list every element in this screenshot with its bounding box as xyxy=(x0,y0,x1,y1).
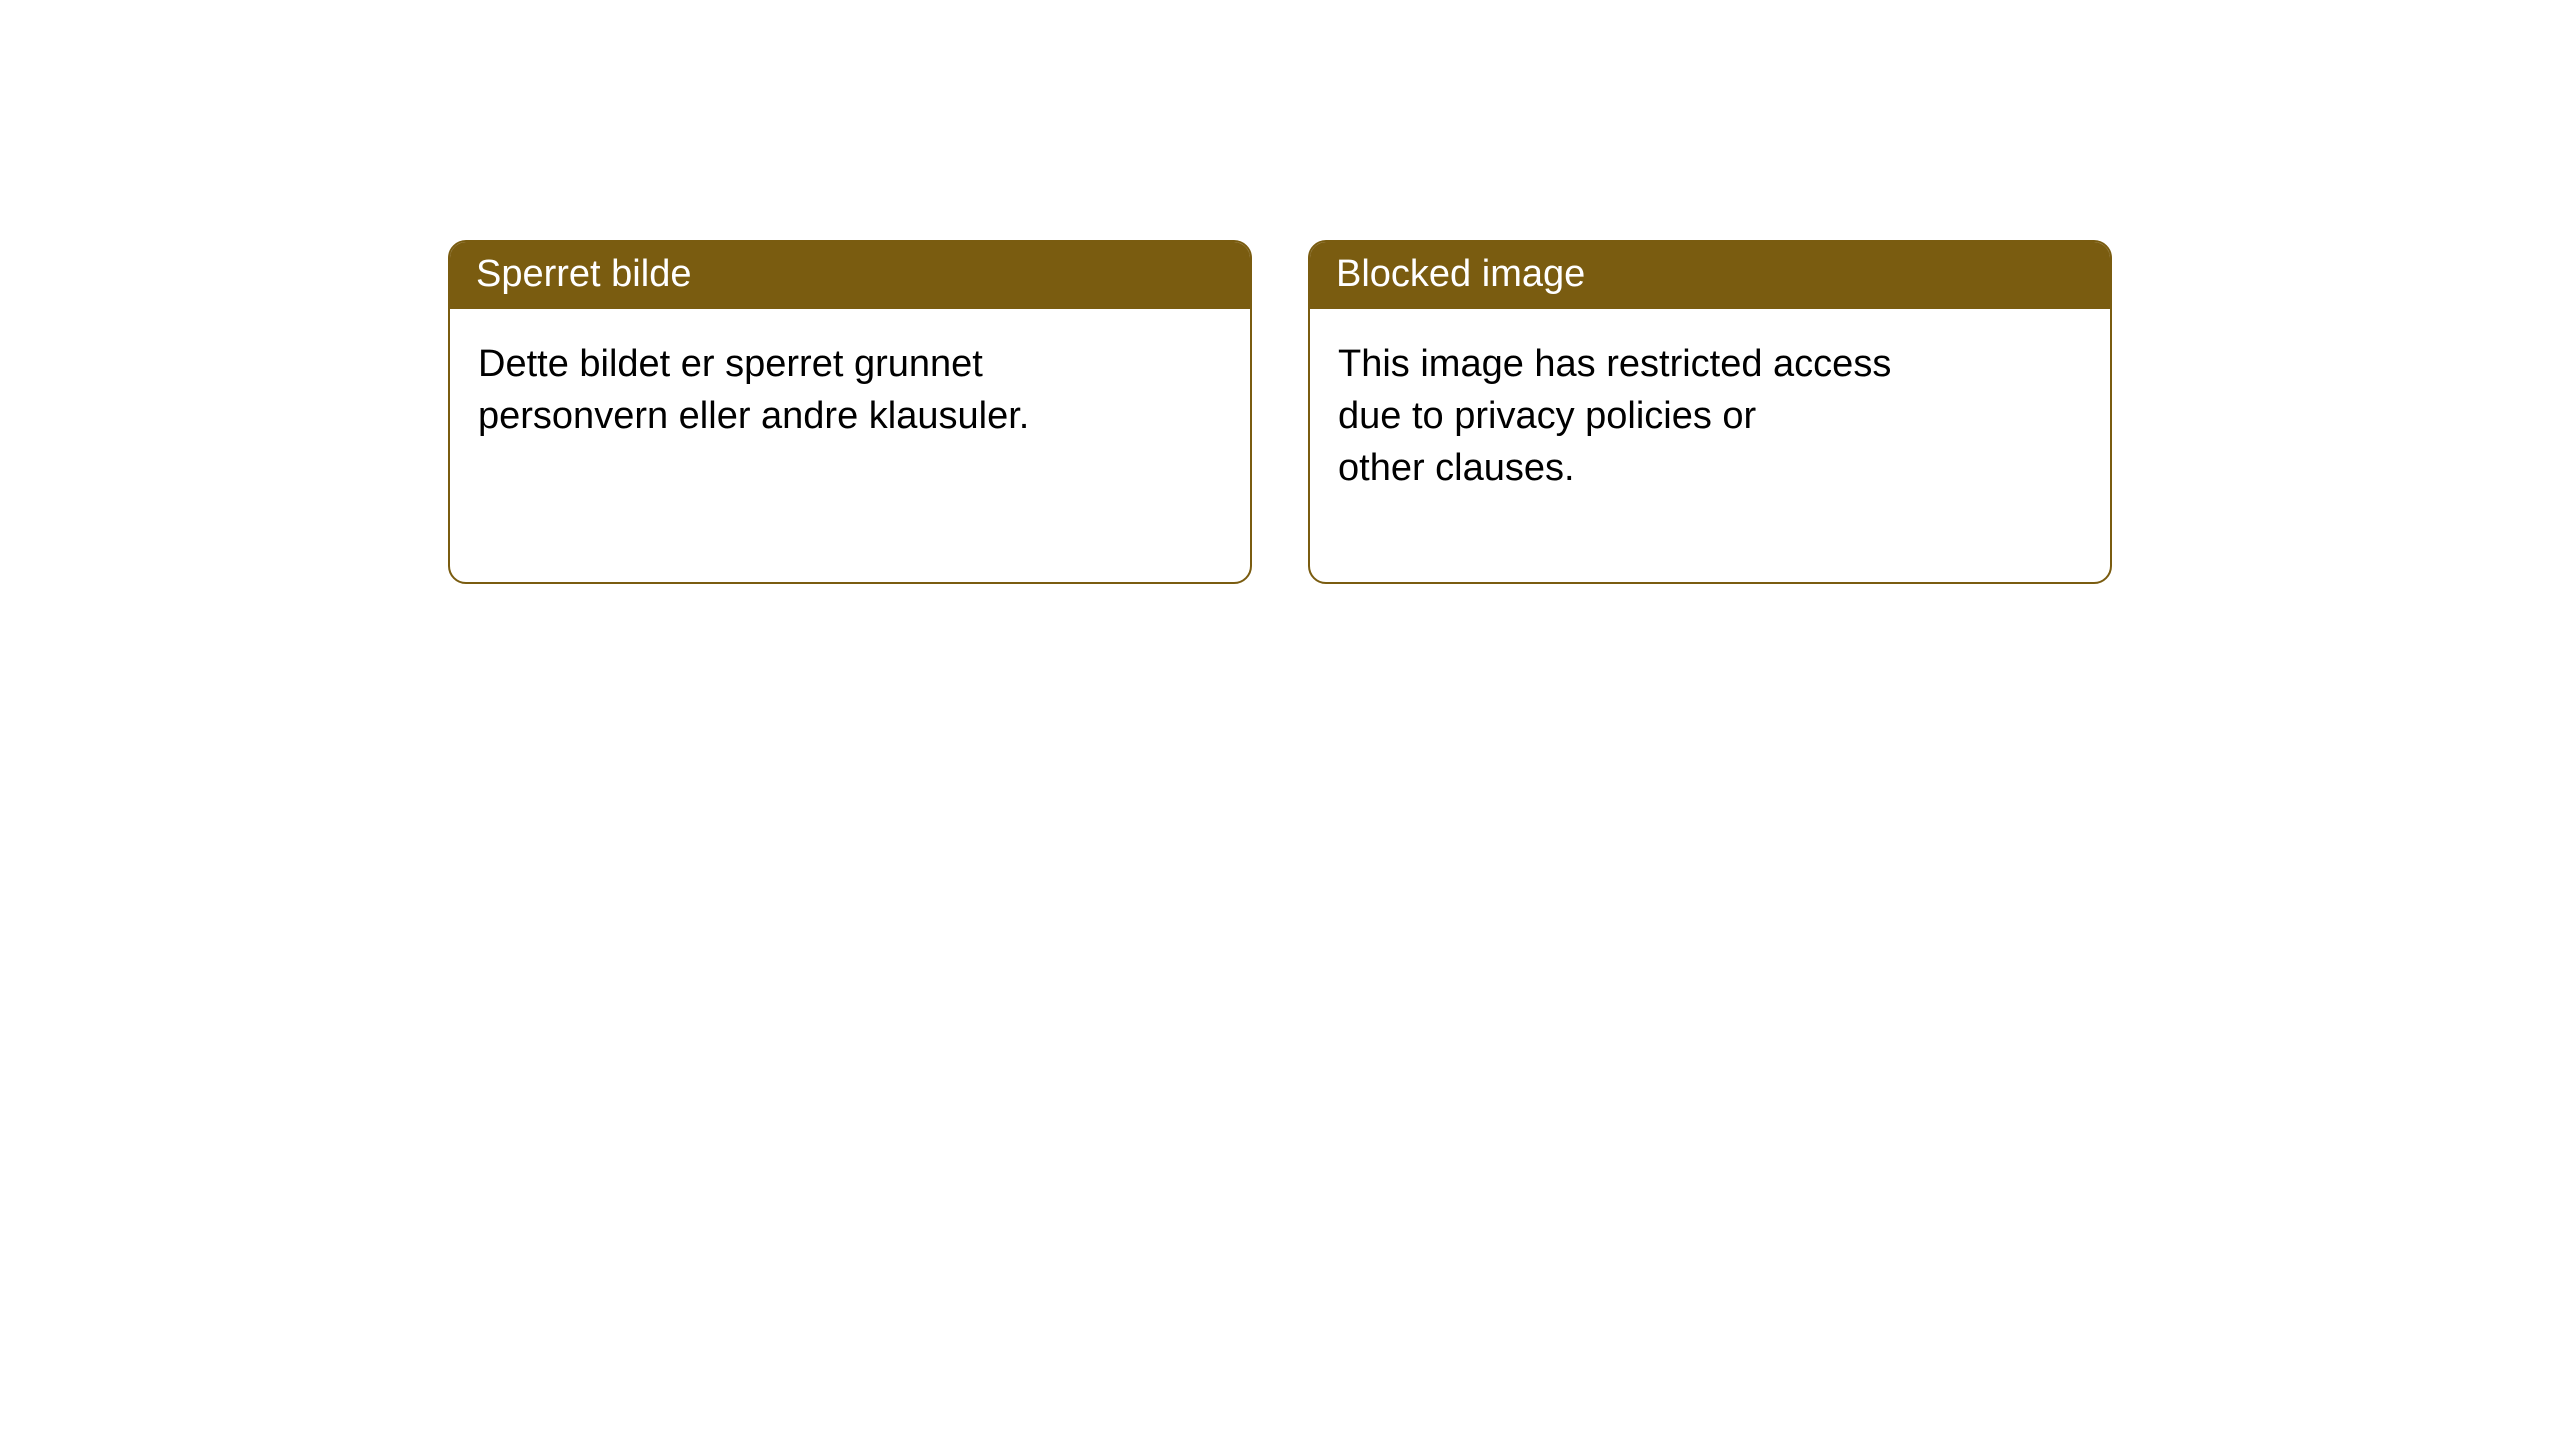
notice-card-english: Blocked image This image has restricted … xyxy=(1308,240,2112,584)
notice-body-english: This image has restricted access due to … xyxy=(1310,309,2110,582)
notice-body-norwegian: Dette bildet er sperret grunnet personve… xyxy=(450,309,1250,530)
notice-title-english: Blocked image xyxy=(1336,253,1585,295)
notice-body-line1-norwegian: Dette bildet er sperret grunnet xyxy=(478,343,983,385)
notice-card-norwegian: Sperret bilde Dette bildet er sperret gr… xyxy=(448,240,1252,584)
notice-body-line1-english: This image has restricted access xyxy=(1338,343,1891,385)
notice-header-norwegian: Sperret bilde xyxy=(450,242,1250,309)
notice-header-english: Blocked image xyxy=(1310,242,2110,309)
notice-container: Sperret bilde Dette bildet er sperret gr… xyxy=(0,0,2560,584)
notice-body-line2-english: due to privacy policies or xyxy=(1338,395,1756,437)
notice-title-norwegian: Sperret bilde xyxy=(476,253,691,295)
notice-body-line2-norwegian: personvern eller andre klausuler. xyxy=(478,395,1029,437)
notice-body-line3-english: other clauses. xyxy=(1338,447,1575,489)
